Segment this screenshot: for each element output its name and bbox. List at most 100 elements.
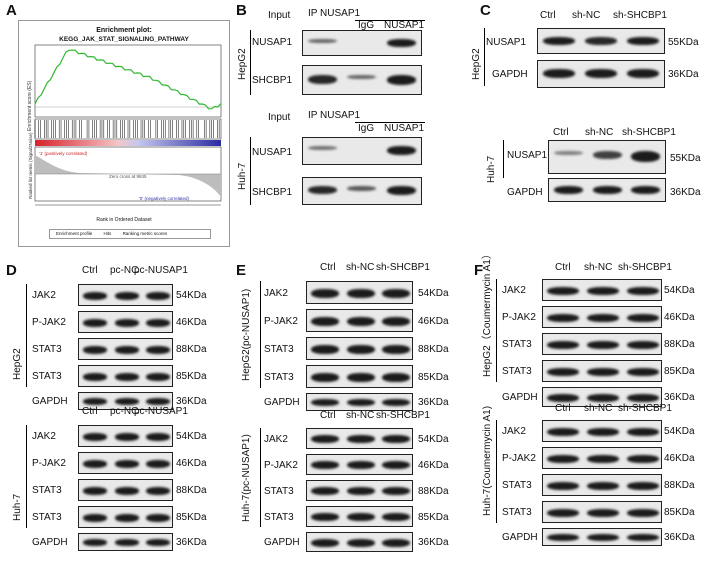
f-group0-blot-1-band-0 bbox=[547, 314, 579, 322]
e-group1-col-2: sh-SHCBP1 bbox=[376, 410, 430, 421]
panel-letter-d: D bbox=[6, 262, 17, 279]
d-group0-blot-1-band-0 bbox=[83, 319, 107, 327]
e-group0-blot-4-band-1 bbox=[347, 399, 375, 406]
f-group1-blot-0-band-2 bbox=[627, 428, 659, 436]
b-huh7-nusap1-blot-band-2 bbox=[387, 146, 416, 155]
c-hepg2-gapdh-blot-band-2 bbox=[627, 69, 659, 78]
d-group0-blot-3-band-2 bbox=[146, 373, 170, 381]
f-group0-size-1: 46KDa bbox=[664, 312, 695, 323]
f-group0-blot-2-band-1 bbox=[587, 341, 619, 349]
f-group1-blot-4-band-2 bbox=[627, 534, 659, 541]
c-hepg2-nusap1-blot-band-0 bbox=[543, 37, 575, 45]
e-group1-bracket bbox=[260, 428, 261, 527]
e-group1-blot-0-band-0 bbox=[311, 435, 339, 443]
b-hepg2-shcbp1-blot-band-0 bbox=[308, 75, 337, 84]
d-group1-blot-3 bbox=[78, 506, 173, 528]
rank-gradient-bar bbox=[35, 140, 221, 146]
d-group0-blot-4-band-0 bbox=[83, 398, 107, 405]
f-group0-bracket bbox=[496, 279, 497, 382]
f-group1-row-2: STAT3 bbox=[502, 480, 532, 491]
f-group1-row-0: JAK2 bbox=[502, 426, 526, 437]
e-group1-blot-1-band-1 bbox=[347, 461, 375, 469]
c2-col-shshcbp1: sh-SHCBP1 bbox=[622, 127, 676, 138]
e-group0-blot-3-band-0 bbox=[311, 373, 339, 382]
f-group1-blot-3-band-0 bbox=[547, 509, 579, 517]
c-hepg2-bracket bbox=[484, 28, 485, 86]
e-group0-blot-3-band-2 bbox=[382, 373, 410, 382]
e-group1-blot-2 bbox=[306, 480, 413, 501]
f-group1-blot-0-band-0 bbox=[547, 428, 579, 436]
c-col-shnc: sh-NC bbox=[572, 10, 601, 21]
b-hepg2-shcbp1-blot-band-2 bbox=[387, 75, 416, 85]
b-huh7-nusap1-blot-band-0 bbox=[308, 146, 337, 150]
e-group0-row-2: STAT3 bbox=[264, 344, 294, 355]
panel-letter-f: F bbox=[474, 262, 484, 279]
f-group0-blot-3-band-0 bbox=[547, 368, 579, 376]
e-group1-blot-1 bbox=[306, 454, 413, 475]
f-group0-row-3: STAT3 bbox=[502, 366, 532, 377]
b-huh7-shcbp1-blot bbox=[302, 177, 422, 205]
c-huh7-nusap1-blot bbox=[548, 140, 666, 174]
f-group0-row-1: P-JAK2 bbox=[502, 312, 536, 323]
d-group0-blot-0-band-0 bbox=[83, 292, 107, 300]
e-group0-blot-0-band-2 bbox=[382, 289, 410, 298]
f-group1-blot-0-band-1 bbox=[587, 428, 619, 436]
f-group1-blot-2 bbox=[542, 474, 662, 496]
e-group0-size-0: 54KDa bbox=[418, 288, 449, 299]
legend-ranking-metric: Ranking metric scores bbox=[122, 231, 168, 236]
d-group0-bracket bbox=[26, 284, 27, 387]
b-huh7-row-shcbp1: SHCBP1 bbox=[252, 187, 293, 198]
e-group1-row-4: GAPDH bbox=[264, 537, 300, 548]
e-group0-row-0: JAK2 bbox=[264, 288, 288, 299]
d-group0-blot-4-band-1 bbox=[115, 398, 139, 405]
e-group0-cell: HepG2(pc-NUSAP1) bbox=[241, 288, 252, 381]
d-group0-col-1: pc-NC bbox=[110, 265, 139, 276]
e-group1-col-1: sh-NC bbox=[346, 410, 375, 421]
d-group0-col-0: Ctrl bbox=[82, 265, 98, 276]
b-ip-label-2: IP NUSAP1 bbox=[308, 110, 361, 121]
legend-enrichment-profile: Enrichment profile bbox=[56, 231, 93, 236]
d-group0-row-4: GAPDH bbox=[32, 396, 68, 407]
f-group0-blot-4 bbox=[542, 387, 662, 407]
b-ip-label: IP NUSAP1 bbox=[308, 8, 361, 19]
e-group0-blot-3-band-1 bbox=[347, 373, 375, 382]
d-group1-blot-1-band-0 bbox=[83, 460, 107, 468]
f-group0-size-3: 85KDa bbox=[664, 366, 695, 377]
d-group0-row-2: STAT3 bbox=[32, 344, 62, 355]
c-huh7-row-gapdh: GAPDH bbox=[507, 187, 543, 198]
d-group1-blot-4 bbox=[78, 533, 173, 551]
d-group1-blot-3-band-0 bbox=[83, 514, 107, 522]
d-group0-row-0: JAK2 bbox=[32, 290, 56, 301]
e-group0-blot-2-band-1 bbox=[347, 345, 375, 354]
c-hepg2-nusap1-blot-band-2 bbox=[627, 37, 659, 45]
f-group1-blot-2-band-1 bbox=[587, 482, 619, 490]
f-group0-blot-3-band-1 bbox=[587, 368, 619, 376]
e-group0-blot-2-band-0 bbox=[311, 345, 339, 354]
f-group0-row-2: STAT3 bbox=[502, 339, 532, 350]
gsea-svg bbox=[34, 44, 222, 206]
e-group1-blot-4-band-2 bbox=[382, 539, 410, 547]
d-group1-blot-0-band-0 bbox=[83, 433, 107, 441]
f-group0-size-4: 36KDa bbox=[664, 392, 695, 403]
c-hepg2-nusap1-blot-band-1 bbox=[585, 37, 617, 45]
d-group0-size-3: 85KDa bbox=[176, 371, 207, 382]
f-group0-blot-4-band-2 bbox=[627, 394, 659, 402]
d-group0-blot-3 bbox=[78, 365, 173, 387]
f-group1-row-1: P-JAK2 bbox=[502, 453, 536, 464]
f-group0-size-2: 88KDa bbox=[664, 339, 695, 350]
c-huh7-row-nusap1: NUSAP1 bbox=[507, 150, 548, 161]
gsea-xlabel: Rank in Ordered Dataset bbox=[96, 217, 152, 223]
e-group1-cell: Huh-7(pc-NUSAP1) bbox=[241, 434, 252, 522]
c-huh7-bracket bbox=[503, 140, 504, 178]
d-group0-blot-0-band-1 bbox=[115, 292, 139, 300]
e-group0-col-2: sh-SHCBP1 bbox=[376, 262, 430, 273]
e-group1-blot-0 bbox=[306, 428, 413, 449]
d-group1-blot-2-band-1 bbox=[115, 487, 139, 495]
f-group1-blot-2-band-2 bbox=[627, 482, 659, 490]
d-group1-blot-0-band-2 bbox=[146, 433, 170, 441]
f-group0-col-0: Ctrl bbox=[555, 262, 571, 273]
d-group1-row-4: GAPDH bbox=[32, 537, 68, 548]
d-group0-size-0: 54KDa bbox=[176, 290, 207, 301]
e-group0-blot-1-band-0 bbox=[311, 317, 339, 326]
c-hepg2-size-55: 55KDa bbox=[668, 37, 699, 48]
